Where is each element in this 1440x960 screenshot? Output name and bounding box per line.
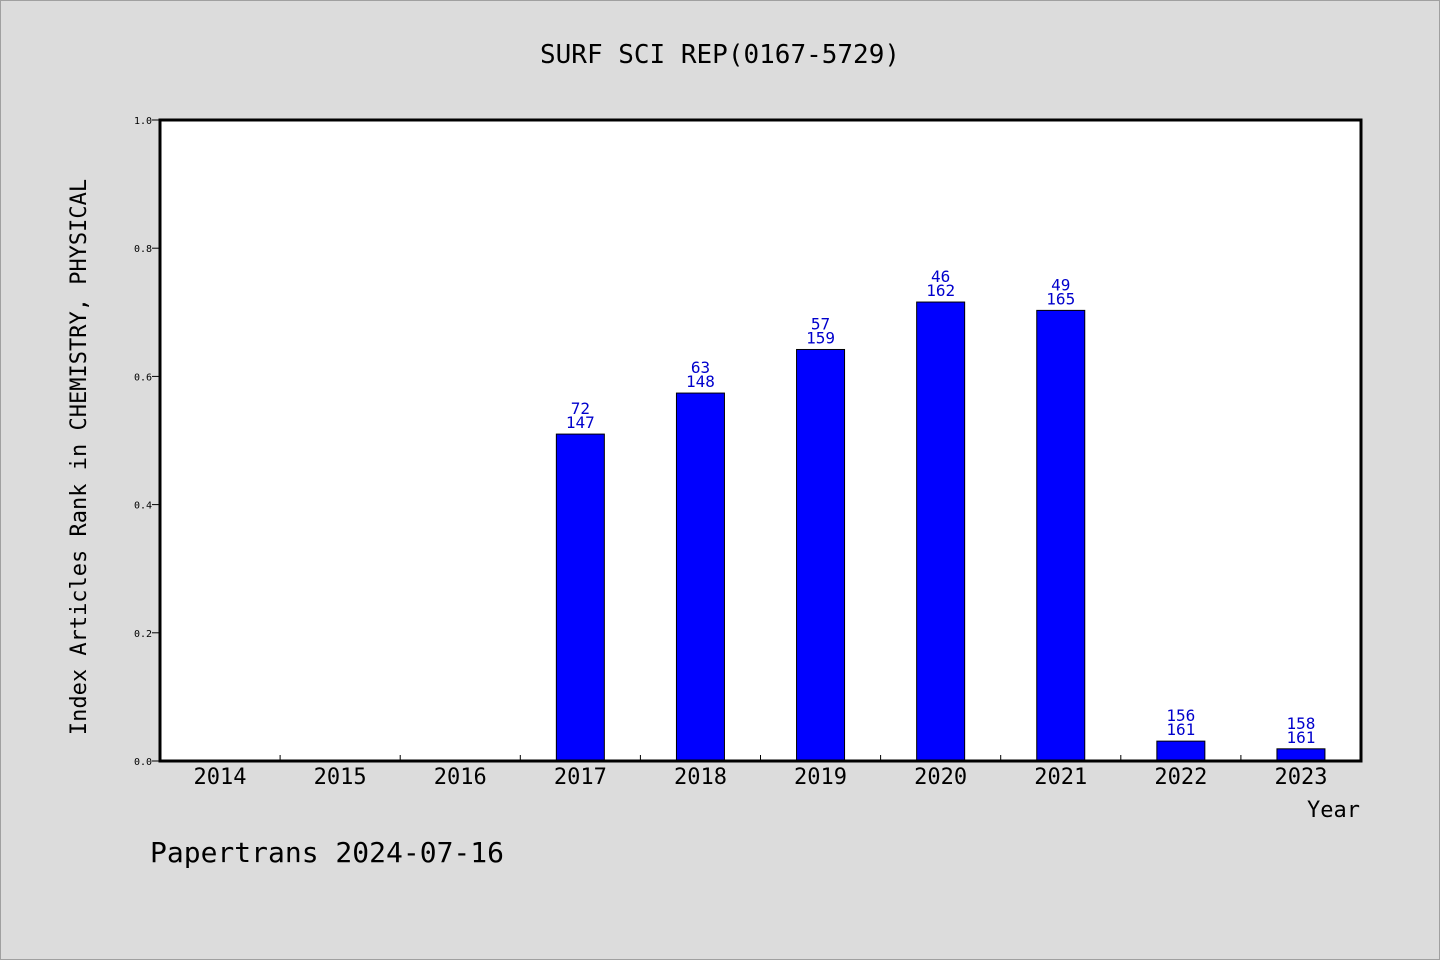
footer-text: Papertrans 2024-07-16 — [150, 836, 504, 869]
y-tick-label: 0.8 — [134, 244, 152, 255]
plot-area — [160, 120, 1361, 761]
x-tick-label: 2021 — [1034, 765, 1087, 790]
x-tick-label: 2020 — [914, 765, 967, 790]
bar-total-label: 148 — [686, 372, 715, 391]
bar-rank-label: 156 — [1166, 706, 1195, 725]
plot-frame — [158, 118, 1363, 763]
bar-rank-label: 72 — [571, 399, 590, 418]
y-tick-label: 0.4 — [134, 501, 152, 512]
bar — [1156, 740, 1206, 762]
bar — [1036, 309, 1086, 762]
y-tick-label: 0.6 — [134, 372, 152, 383]
x-tick-label: 2022 — [1154, 765, 1207, 790]
x-axis-label: Year — [1307, 798, 1360, 823]
chart-title: SURF SCI REP(0167-5729) — [540, 40, 900, 70]
bar — [675, 392, 725, 762]
bar-total-label: 161 — [1166, 720, 1195, 739]
bar — [916, 301, 966, 762]
bar-total-label: 165 — [1046, 289, 1075, 308]
bar-rank-label: 57 — [811, 314, 830, 333]
y-tick-label: 0.2 — [134, 629, 152, 640]
x-tick-label: 2014 — [194, 765, 247, 790]
x-tick-label: 2016 — [434, 765, 487, 790]
y-tick-label: 1.0 — [134, 116, 152, 127]
bar — [555, 433, 605, 762]
bar — [1276, 748, 1326, 762]
y-axis-label: Index Articles Rank in CHEMISTRY, PHYSIC… — [67, 179, 92, 735]
x-tick-label: 2019 — [794, 765, 847, 790]
bar — [796, 348, 846, 762]
y-tick-label: 0.0 — [134, 757, 152, 768]
bar-rank-label: 49 — [1051, 275, 1070, 294]
bar-total-label: 147 — [566, 413, 595, 432]
bar-total-label: 161 — [1286, 728, 1315, 747]
bar-total-label: 159 — [806, 328, 835, 347]
bar-rank-label: 63 — [691, 358, 710, 377]
x-tick-label: 2018 — [674, 765, 727, 790]
bar-rank-label: 46 — [931, 267, 950, 286]
bar-total-label: 162 — [926, 281, 955, 300]
x-tick-label: 2017 — [554, 765, 607, 790]
x-tick-label: 2015 — [314, 765, 367, 790]
bar-rank-label: 158 — [1286, 714, 1315, 733]
x-tick-label: 2023 — [1274, 765, 1327, 790]
